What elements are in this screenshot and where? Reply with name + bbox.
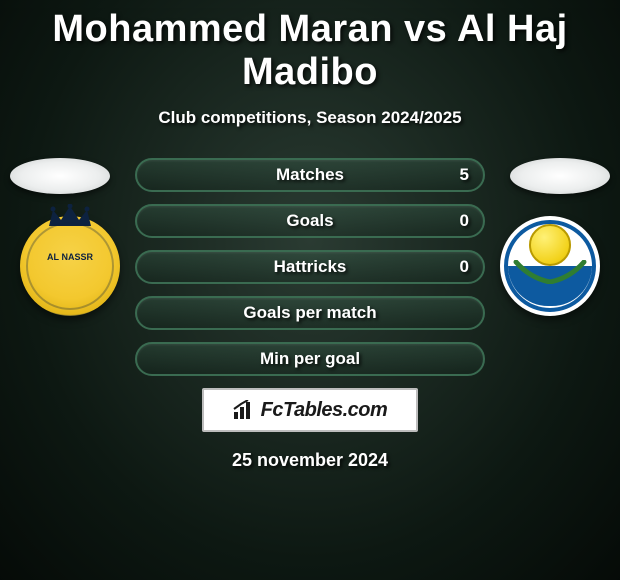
- bar-chart-icon: [233, 400, 255, 420]
- right-player-silhouette: [510, 158, 610, 194]
- stats-rows: Matches 5 Goals 0 Hattricks 0 Goals per …: [135, 158, 485, 376]
- stat-row-goals-per-match: Goals per match: [135, 296, 485, 330]
- stat-label: Matches: [137, 160, 483, 190]
- comparison-body: AL NASSR Matches 5 Goals 0 Hattricks 0 G…: [0, 158, 620, 471]
- stat-right-value: 5: [460, 160, 469, 190]
- left-player-silhouette: [10, 158, 110, 194]
- brand-text: FcTables.com: [261, 399, 388, 422]
- stat-label: Hattricks: [137, 252, 483, 282]
- stat-right-value: 0: [460, 206, 469, 236]
- stat-row-matches: Matches 5: [135, 158, 485, 192]
- stat-label: Goals: [137, 206, 483, 236]
- date-line: 25 november 2024: [0, 450, 620, 471]
- left-club-badge: AL NASSR: [20, 216, 120, 316]
- subtitle: Club competitions, Season 2024/2025: [0, 108, 620, 128]
- stat-row-min-per-goal: Min per goal: [135, 342, 485, 376]
- brand-box: FcTables.com: [202, 388, 418, 432]
- stat-row-goals: Goals 0: [135, 204, 485, 238]
- right-club-badge: [500, 216, 600, 316]
- badge-inner-text: AL NASSR: [20, 252, 120, 262]
- stat-label: Goals per match: [137, 298, 483, 328]
- stat-row-hattricks: Hattricks 0: [135, 250, 485, 284]
- stat-label: Min per goal: [137, 344, 483, 374]
- page-title: Mohammed Maran vs Al Haj Madibo: [0, 8, 620, 94]
- stat-right-value: 0: [460, 252, 469, 282]
